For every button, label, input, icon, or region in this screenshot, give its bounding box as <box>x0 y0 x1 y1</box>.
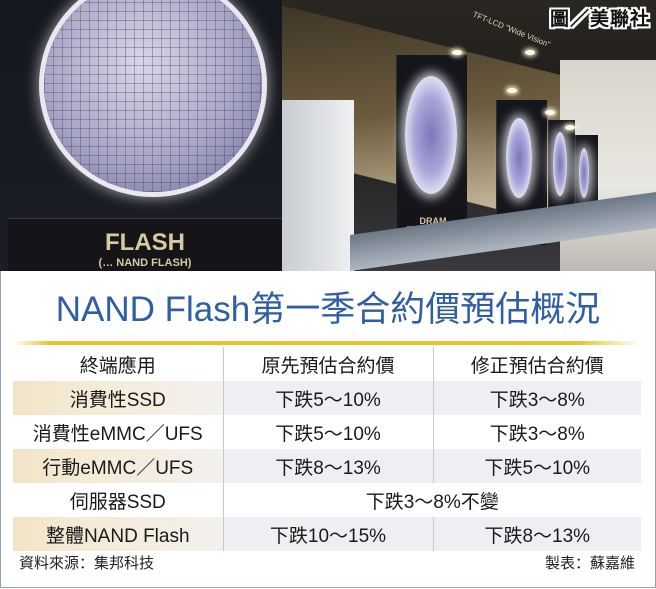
infographic-title: NAND Flash第一季合約價預估概況 <box>55 290 601 329</box>
original-estimate-cell: 下跌5～10% <box>222 381 433 415</box>
revised-estimate-cell: 下跌8～13% <box>432 517 641 551</box>
title-underline <box>13 341 641 345</box>
table-header-row: 終端應用 原先預估合約價 修正預估合約價 <box>13 347 641 381</box>
wafer-image-glow <box>506 118 532 198</box>
application-cell: 消費性eMMC／UFS <box>32 423 203 445</box>
flash-sign: FLASH (… NAND FLASH) <box>8 218 282 271</box>
contract-price-table: 終端應用 原先預估合約價 修正預估合約價 消費性SSD 下跌5～10% 下跌3～… <box>13 347 641 551</box>
table-row: 伺服器SSD 下跌3～8%不變 <box>13 483 641 517</box>
header-original-estimate: 原先預估合約價 <box>222 347 433 381</box>
wafer-image-large <box>44 0 262 192</box>
merged-estimate-cell: 下跌3～8%不變 <box>222 483 641 517</box>
photo-white-wall <box>282 100 354 271</box>
revised-estimate-cell: 下跌5～10% <box>432 449 641 483</box>
original-estimate-cell: 下跌8～13% <box>222 449 433 483</box>
ceiling-lamp <box>545 110 555 115</box>
table-row: 消費性eMMC／UFS 下跌5～10% 下跌3～8% <box>13 415 641 449</box>
application-cell: 伺服器SSD <box>69 491 166 513</box>
wafer-image-glow <box>579 148 589 198</box>
header-revised-estimate: 修正預估合約價 <box>432 347 641 381</box>
infographic-panel: NAND Flash第一季合約價預估概況 終端應用 原先預估合約價 修正預估合約… <box>0 271 656 588</box>
application-cell: 行動eMMC／UFS <box>13 449 223 483</box>
table-row: 消費性SSD 下跌5～10% 下跌3～8% <box>13 381 641 415</box>
ceiling-lamp <box>525 50 535 55</box>
application-cell: 消費性SSD <box>13 381 223 415</box>
original-estimate-cell: 下跌10～15% <box>222 517 433 551</box>
wafer-image-glow <box>405 76 457 194</box>
revised-estimate-cell: 下跌3～8% <box>432 381 641 415</box>
revised-estimate-cell: 下跌3～8% <box>432 415 641 449</box>
dram-sign-title: DRAM <box>419 216 447 226</box>
flash-sign-subtitle: (… NAND FLASH) <box>98 257 192 269</box>
photo-credit: 圖／美聯社 <box>549 8 650 30</box>
wafer-image-glow <box>553 132 567 196</box>
data-source: 資料來源：集邦科技 <box>19 555 155 572</box>
banner-text: TFT-LCD "Wide Vision" <box>471 9 552 50</box>
ceiling-lamp <box>452 50 462 55</box>
table-row: 整體NAND Flash 下跌10～15% 下跌8～13% <box>13 517 641 551</box>
chart-maker: 製表：蘇嘉維 <box>544 555 635 572</box>
original-estimate-cell: 下跌5～10% <box>222 415 433 449</box>
table-row: 行動eMMC／UFS 下跌8～13% 下跌5～10% <box>13 449 641 483</box>
application-cell: 整體NAND Flash <box>13 517 223 551</box>
ceiling-lamp <box>565 125 575 130</box>
flash-sign-title: FLASH <box>105 229 185 256</box>
header-photo: FLASH (… NAND FLASH) DRAM 12" Wafer (TSV… <box>0 0 656 271</box>
ceiling-lamp <box>507 88 517 93</box>
header-application: 終端應用 <box>79 355 156 377</box>
